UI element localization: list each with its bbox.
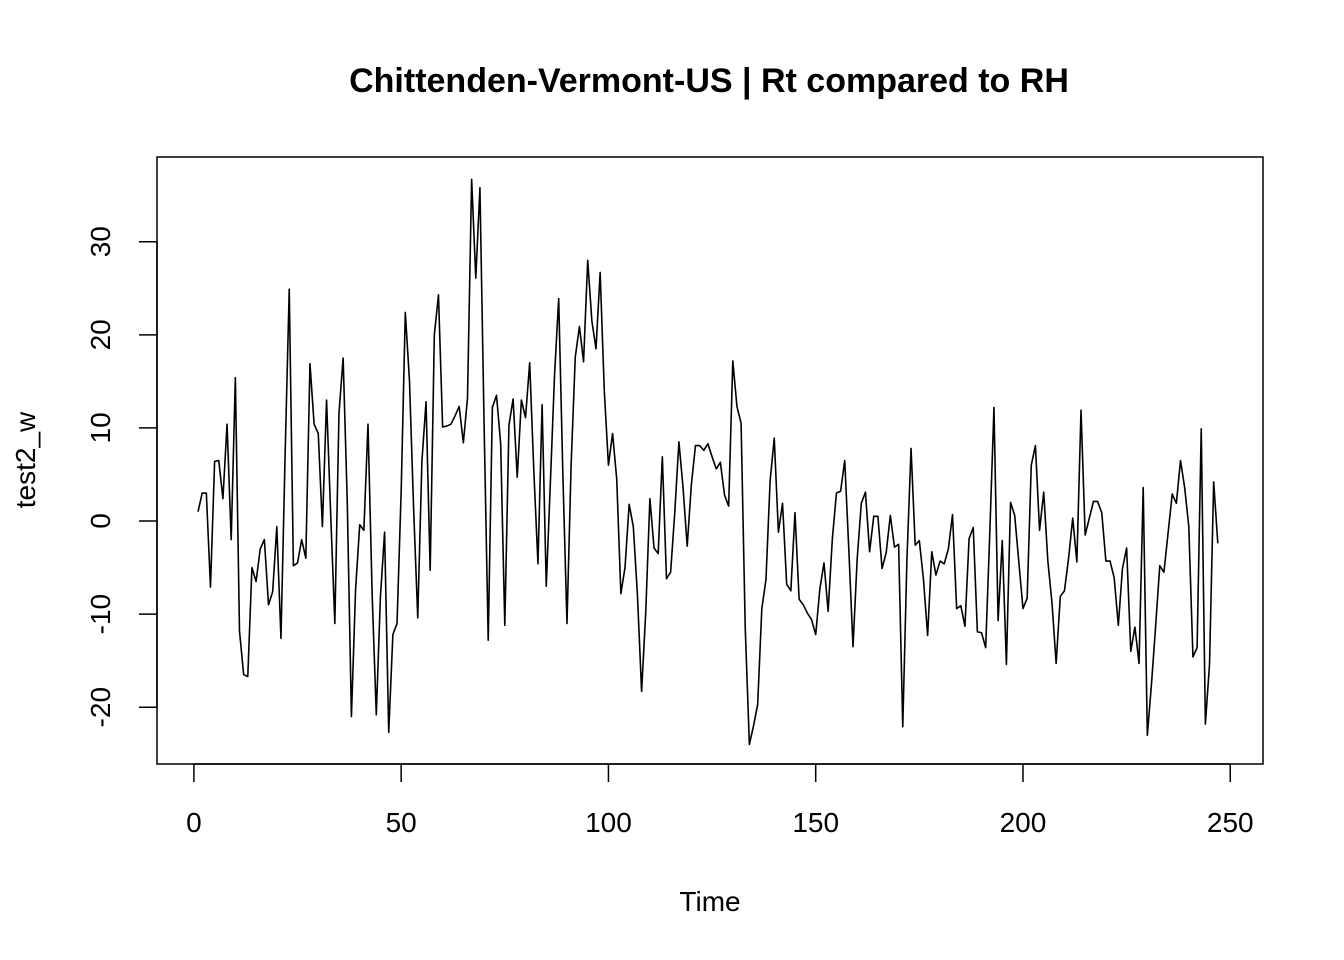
x-tick-label: 50 <box>386 807 417 838</box>
x-tick-label: 100 <box>585 807 632 838</box>
y-tick-label: 10 <box>85 412 116 443</box>
y-tick-label: 30 <box>85 226 116 257</box>
x-axis: 0 50 100 150 200 250 <box>186 763 1254 838</box>
x-tick-label: 200 <box>1000 807 1047 838</box>
y-tick-label: 0 <box>85 513 116 529</box>
x-axis-label: Time <box>679 886 740 917</box>
plot-frame <box>156 156 1264 765</box>
chart-title: Chittenden-Vermont-US | Rt compared to R… <box>349 62 1069 100</box>
y-axis: -20 -10 0 10 20 30 <box>85 226 158 727</box>
x-tick-label: 0 <box>186 807 202 838</box>
y-tick-label: -10 <box>85 594 116 634</box>
y-axis-label: test2_w <box>10 411 41 508</box>
y-tick-label: 20 <box>85 319 116 350</box>
series-group <box>197 178 1219 746</box>
x-tick-label: 150 <box>792 807 839 838</box>
series-line <box>197 178 1219 746</box>
y-tick-label: -20 <box>85 687 116 727</box>
x-tick-label: 250 <box>1207 807 1254 838</box>
